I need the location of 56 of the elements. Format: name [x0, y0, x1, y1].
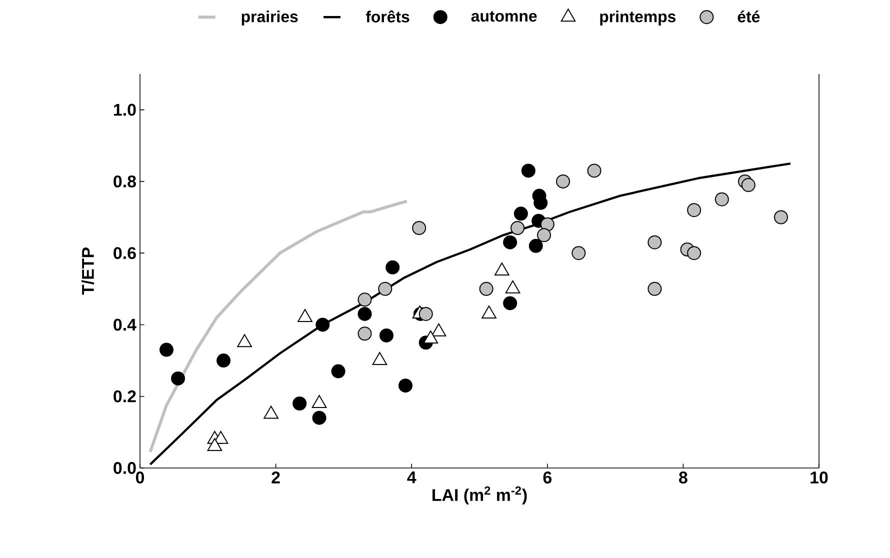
point	[537, 228, 552, 242]
y-tick-label: 0.0	[114, 462, 136, 474]
point	[312, 410, 326, 425]
x-tick-label: 4	[407, 472, 416, 484]
point	[528, 238, 543, 253]
point	[378, 282, 392, 296]
y-tick-label: 0.2	[114, 390, 136, 402]
y-tick-label: 0.6	[114, 247, 136, 260]
x-tick-label: 6	[543, 472, 552, 484]
x-tick-label: 8	[679, 472, 688, 484]
x-axis-title: LAI (m$^{2}$ m$^{-2}$)	[432, 486, 527, 504]
point	[379, 328, 394, 342]
legend-label: automne	[471, 11, 537, 22]
point	[171, 371, 186, 386]
legend-label: été	[738, 10, 760, 22]
point	[418, 306, 433, 321]
legend-label: prairies	[242, 10, 298, 26]
point	[714, 192, 729, 206]
point	[331, 364, 346, 378]
x-tick-label: 2	[272, 472, 280, 484]
x-tick-label: 0	[136, 472, 144, 484]
point	[741, 178, 756, 192]
point	[687, 246, 702, 260]
point	[292, 396, 307, 411]
point	[316, 318, 330, 332]
point	[556, 174, 570, 188]
point	[648, 235, 662, 250]
point	[687, 203, 702, 218]
y-tick-label: 0.4	[114, 318, 136, 331]
point	[358, 306, 372, 321]
point	[521, 164, 536, 178]
x-tick-label: 10	[810, 472, 828, 484]
point	[540, 217, 554, 232]
point	[358, 326, 372, 341]
point	[587, 164, 602, 178]
line-series	[149, 162, 792, 466]
point	[358, 292, 372, 307]
point	[774, 210, 788, 224]
point	[572, 246, 586, 260]
point	[503, 296, 518, 310]
point	[216, 354, 231, 368]
point	[479, 282, 494, 296]
point	[510, 221, 525, 235]
line-series	[148, 200, 408, 454]
point	[412, 221, 426, 235]
point	[648, 282, 662, 296]
point	[503, 235, 518, 250]
y-tick-label: 1.0	[114, 104, 136, 116]
point	[386, 260, 400, 274]
point	[398, 378, 412, 393]
point	[514, 206, 528, 221]
legend-label: forêts	[366, 10, 410, 22]
legend-label: printemps	[600, 10, 676, 26]
point	[159, 342, 174, 357]
y-tick-label: 0.8	[114, 175, 136, 188]
y-axis-title: T/ETP	[82, 248, 94, 295]
